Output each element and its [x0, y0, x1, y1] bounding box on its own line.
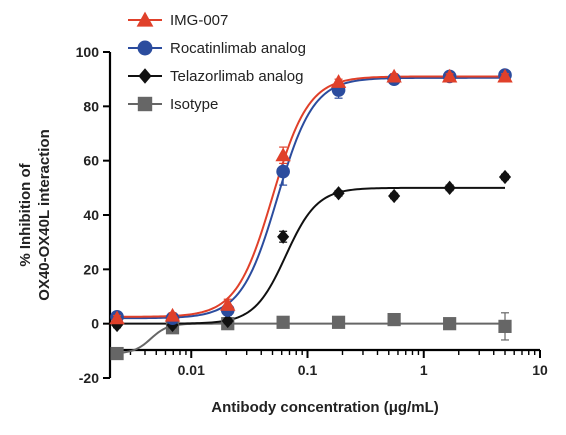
data-point: [276, 315, 290, 329]
x-ticks: 0.01 0.1 1 10: [109, 350, 548, 378]
data-point: [387, 312, 401, 327]
data-point: [276, 164, 290, 179]
y-tick-label: 100: [76, 44, 100, 60]
y-tick-label: 20: [83, 261, 99, 277]
data-point: [109, 310, 125, 325]
legend: IMG-007 Rocatinlimab analog Telazorlimab a…: [128, 11, 306, 113]
data-point: [221, 313, 234, 329]
y-axis-label-line2: OX40-OX40L interaction: [36, 129, 53, 300]
fit-curve-0: [117, 75, 506, 318]
data-point: [220, 296, 236, 311]
series-0: [109, 68, 513, 325]
legend-marker: [137, 40, 153, 56]
data-point: [498, 169, 512, 185]
axes: -20 0 20 40 60 80 100 0.01 0.1 1 10: [76, 44, 548, 386]
legend-marker: [136, 11, 154, 27]
x-tick-label: 0.1: [298, 362, 318, 378]
data-point: [386, 68, 402, 83]
data-point: [498, 319, 512, 333]
x-axis-label: Antibody concentration (μg/mL): [211, 399, 439, 416]
x-tick-label: 10: [532, 362, 548, 378]
fit-curves: [116, 75, 506, 355]
data-point: [275, 147, 291, 162]
y-axis-label-line1: % Inhibition of: [17, 162, 34, 266]
x-tick-label: 1: [420, 362, 428, 378]
data-point: [331, 315, 346, 329]
legend-label: IMG-007: [170, 12, 228, 29]
data-point: [330, 74, 347, 88]
x-tick-label: 0.01: [178, 362, 205, 378]
y-tick-label: 40: [83, 207, 99, 223]
legend-marker: [138, 68, 152, 84]
data-point: [164, 307, 181, 322]
legend-label: Rocatinlimab analog: [170, 40, 306, 57]
y-ticks: -20 0 20 40 60 80 100: [76, 44, 110, 386]
fit-curve-2: [117, 186, 506, 325]
data-point: [332, 186, 345, 201]
series-2: [111, 169, 512, 333]
fit-curve-1: [117, 76, 506, 320]
y-tick-label: -20: [79, 370, 99, 386]
data-points: [109, 68, 513, 361]
data-point: [277, 229, 290, 244]
legend-label: Isotype: [170, 96, 218, 113]
data-point: [388, 188, 401, 204]
data-point: [443, 180, 456, 195]
data-point: [110, 346, 124, 361]
legend-label: Telazorlimab analog: [170, 68, 303, 85]
y-tick-label: 60: [83, 153, 99, 169]
data-point: [441, 68, 458, 83]
y-tick-label: 0: [91, 316, 99, 332]
data-point: [497, 68, 513, 83]
y-tick-label: 80: [83, 98, 99, 114]
data-point: [443, 317, 457, 331]
legend-marker: [137, 96, 153, 112]
